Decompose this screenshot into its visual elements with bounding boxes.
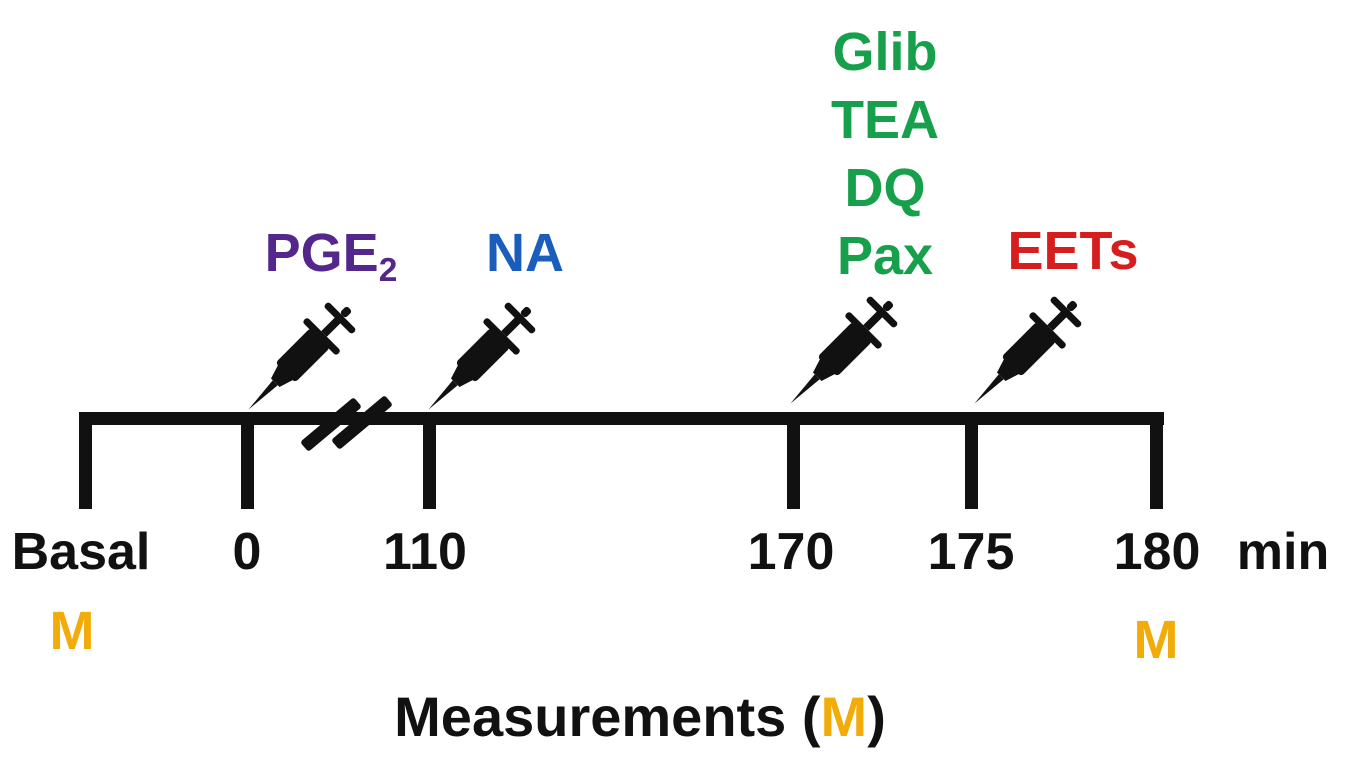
tick-label-170: 170 — [747, 523, 835, 581]
caption-prefix: Measurements ( — [394, 685, 821, 748]
pge2-label-text: PGE — [264, 223, 379, 283]
tick-175 — [965, 412, 978, 509]
glib-label: Glib — [832, 22, 938, 82]
tick-180 — [1150, 412, 1163, 509]
tick-basal — [79, 412, 92, 509]
na-label: NA — [486, 223, 564, 283]
tick-label-basal: Basal — [11, 523, 151, 581]
syringe-icon-k-blockers — [771, 281, 912, 422]
pge2-subscript: 2 — [378, 252, 398, 290]
tick-label-175: 175 — [927, 523, 1015, 581]
measurement-m-basal: M — [49, 601, 95, 661]
tea-label: TEA — [831, 90, 939, 150]
eets-label: EETs — [1007, 221, 1139, 281]
figure-caption: Measurements (M) — [394, 686, 886, 748]
measurement-m-180: M — [1133, 610, 1179, 670]
axis-unit-label: min — [1236, 523, 1330, 581]
caption-suffix: ) — [867, 685, 886, 748]
tick-110 — [423, 412, 436, 509]
syringe-icon-na — [409, 287, 550, 428]
dq-label: DQ — [844, 158, 926, 218]
tick-label-180: 180 — [1113, 523, 1201, 581]
tick-label-110: 110 — [383, 523, 467, 581]
pge2-label: PGE2 — [264, 223, 398, 287]
pax-label: Pax — [836, 226, 934, 286]
tick-170 — [787, 412, 800, 509]
k-channel-blockers-label: Glib TEA DQ Pax — [831, 18, 939, 290]
tick-label-0: 0 — [232, 523, 262, 581]
syringe-icon-eets — [955, 281, 1096, 422]
tick-0 — [241, 412, 254, 509]
caption-m-symbol: M — [820, 685, 868, 748]
